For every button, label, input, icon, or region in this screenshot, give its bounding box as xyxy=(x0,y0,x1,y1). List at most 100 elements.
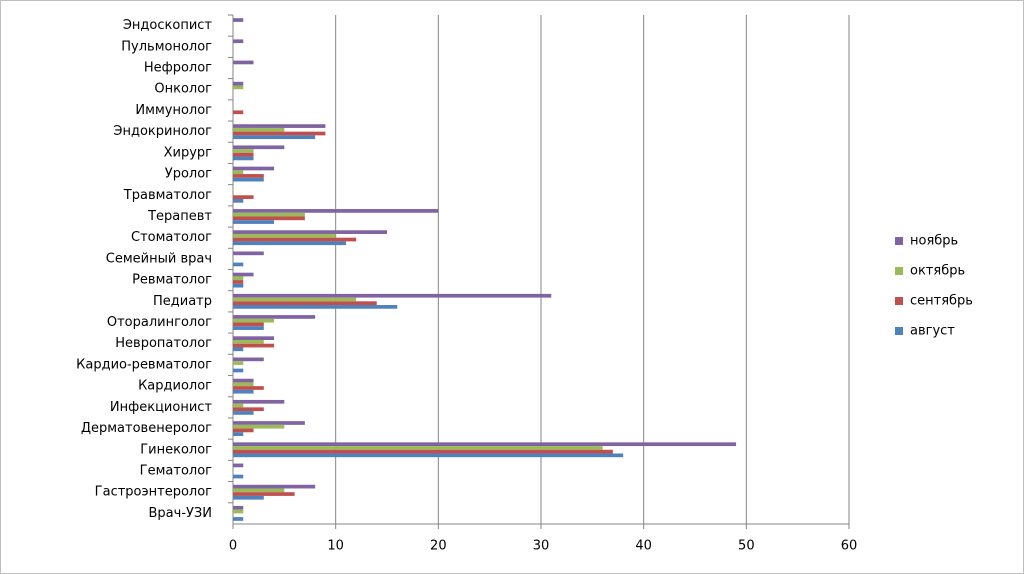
legend-label: сентябрь xyxy=(910,294,973,309)
bar xyxy=(233,442,737,447)
bar xyxy=(233,81,244,86)
bar xyxy=(233,484,316,489)
bar xyxy=(233,251,264,256)
y-tick-label: Семейный врач xyxy=(106,251,212,266)
y-tick-label: Уролог xyxy=(165,167,212,182)
x-tick-label: 0 xyxy=(229,539,237,554)
bar xyxy=(233,421,305,425)
bar xyxy=(233,216,305,221)
bar xyxy=(233,195,254,199)
y-tick-label: Стоматолог xyxy=(131,230,212,245)
bar xyxy=(233,280,244,284)
bar xyxy=(233,297,357,302)
legend-label: октябрь xyxy=(910,264,965,279)
legend-swatch xyxy=(895,237,903,245)
bar xyxy=(233,389,254,394)
bar xyxy=(233,399,285,404)
y-tick-label: Дерматовенеролог xyxy=(81,421,212,436)
y-tick-label: Гематолог xyxy=(140,463,212,478)
bar xyxy=(233,110,244,115)
bar xyxy=(233,127,285,132)
bar xyxy=(233,474,244,479)
bar xyxy=(233,145,285,150)
legend-swatch xyxy=(895,267,903,275)
y-tick-label: Пульмонолог xyxy=(121,39,212,54)
y-tick-label: Кардиолог xyxy=(138,379,212,394)
bar xyxy=(233,272,254,277)
bar xyxy=(233,212,305,217)
bar xyxy=(233,152,254,157)
bar xyxy=(233,318,275,323)
bar xyxy=(233,124,326,128)
y-tick-label: Врач-УЗИ xyxy=(149,506,213,521)
y-tick-label: Невропатолог xyxy=(115,336,212,351)
bar xyxy=(233,230,387,234)
bar xyxy=(233,322,264,327)
legend-swatch xyxy=(895,297,903,305)
bar xyxy=(233,488,285,493)
bar xyxy=(233,411,254,415)
x-tick-label: 50 xyxy=(738,539,755,554)
y-tick-label: Инфекционист xyxy=(110,400,213,415)
y-tick-label: Эндоскопист xyxy=(123,18,213,33)
bar xyxy=(233,131,326,136)
x-tick-label: 60 xyxy=(841,539,858,554)
bar xyxy=(233,340,264,344)
bar xyxy=(233,85,244,90)
y-tick-label: Иммунолог xyxy=(135,103,212,118)
bar xyxy=(233,343,275,348)
bar xyxy=(233,403,244,408)
bar xyxy=(233,209,439,213)
x-tick-label: 40 xyxy=(635,539,652,554)
x-tick-label: 20 xyxy=(430,539,447,554)
bar xyxy=(233,368,244,373)
bar xyxy=(233,177,264,182)
y-tick-label: Нефролог xyxy=(144,61,212,76)
bar xyxy=(233,149,254,153)
bar xyxy=(233,428,254,433)
bar xyxy=(233,463,244,468)
bar xyxy=(233,315,316,319)
x-tick-label: 30 xyxy=(533,539,550,554)
bar xyxy=(233,361,244,365)
y-tick-label: Травматолог xyxy=(123,188,212,203)
bar xyxy=(233,18,244,22)
bar xyxy=(233,446,603,450)
bar xyxy=(233,39,244,44)
y-tick-label: Педиатр xyxy=(153,294,212,309)
y-tick-label: Гинеколог xyxy=(140,442,212,457)
legend-label: ноябрь xyxy=(910,234,958,249)
bar xyxy=(233,492,295,496)
bar xyxy=(233,60,254,65)
bar xyxy=(233,505,244,510)
legend-label: август xyxy=(910,324,955,339)
y-tick-label: Кардио-ревматолог xyxy=(76,357,212,372)
y-tick-label: Оторалинголог xyxy=(107,315,212,330)
bar xyxy=(233,166,275,171)
y-tick-label: Хирург xyxy=(164,145,213,160)
x-tick-label: 10 xyxy=(327,539,344,554)
y-tick-label: Онколог xyxy=(154,82,212,97)
y-tick-label: Гастроэнтеролог xyxy=(95,485,212,500)
bar xyxy=(233,170,244,175)
bar xyxy=(233,305,398,309)
bar xyxy=(233,357,264,362)
bar xyxy=(233,233,336,238)
bar xyxy=(233,336,275,341)
bar xyxy=(233,453,624,458)
bar xyxy=(233,347,244,352)
bar xyxy=(233,386,264,390)
bar xyxy=(233,293,552,298)
bar xyxy=(233,509,244,514)
y-tick-label: Терапевт xyxy=(147,209,212,224)
bar xyxy=(233,495,264,500)
bar xyxy=(233,517,244,521)
bar xyxy=(233,449,613,454)
bar xyxy=(233,382,254,387)
y-tick-label: Эндокринолог xyxy=(113,124,212,139)
bar xyxy=(233,378,254,383)
y-tick-label: Ревматолог xyxy=(132,273,212,288)
bar xyxy=(233,241,346,246)
